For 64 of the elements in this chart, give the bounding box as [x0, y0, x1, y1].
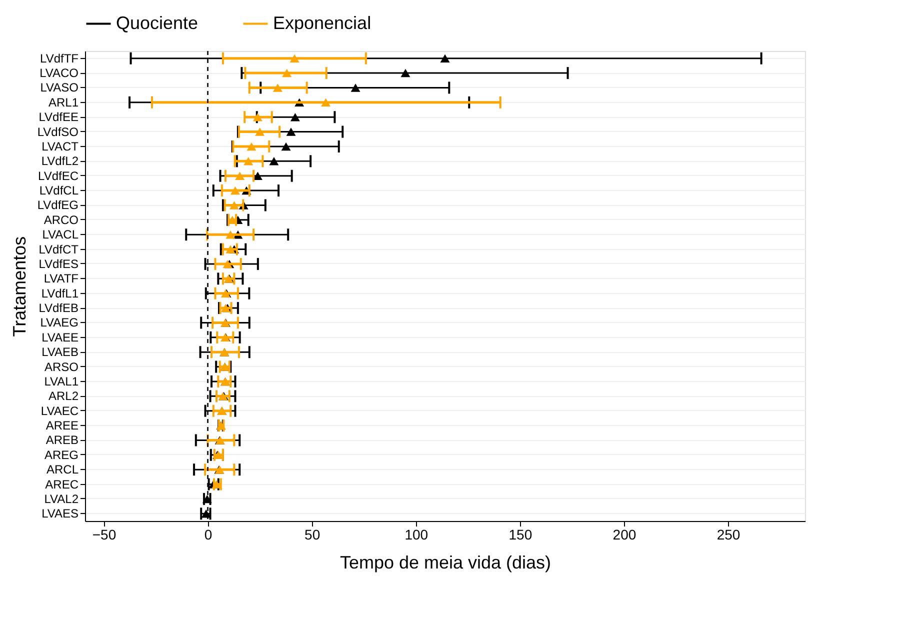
point	[350, 84, 360, 92]
point	[272, 84, 282, 92]
point	[255, 128, 265, 136]
y-tick-label: LVdfSO	[37, 124, 78, 139]
x-tick-label: −50	[92, 526, 116, 542]
y-tick-label: LVdfCT	[38, 242, 80, 256]
point	[290, 54, 300, 62]
point	[226, 245, 236, 254]
y-tick-label: LVdfTF	[40, 51, 78, 66]
y-tick-label: ARL2	[48, 389, 79, 404]
point	[244, 157, 254, 166]
y-tick-label: LVAL1	[44, 374, 79, 388]
y-tick-label: AREG	[44, 448, 78, 462]
y-tick-label: LVASO	[40, 80, 78, 95]
x-tick-label: 0	[204, 526, 212, 542]
y-tick-label: LVdfEC	[38, 168, 79, 183]
y-tick-label: AREE	[46, 418, 78, 433]
x-tick-label: 200	[612, 526, 636, 542]
y-tick-label: LVdfL2	[41, 154, 79, 168]
y-tick-label: AREB	[46, 433, 78, 448]
point	[440, 54, 450, 62]
y-tick-label: LVAEB	[42, 345, 78, 360]
y-tick-label: LVAEE	[42, 330, 78, 344]
point	[286, 128, 296, 136]
y-tick-label: LVdfEE	[38, 110, 78, 124]
x-axis-title: Tempo de meia vida (dias)	[340, 552, 552, 572]
point	[281, 142, 291, 151]
point	[282, 68, 292, 78]
point	[321, 98, 331, 107]
point	[246, 142, 256, 151]
x-tick-label: 50	[304, 526, 320, 542]
x-tick-label: 150	[508, 526, 532, 542]
y-tick-label: LVdfCL	[39, 184, 79, 198]
point	[269, 157, 279, 166]
y-tick-label: ARCL	[46, 462, 79, 477]
y-tick-label: AREC	[45, 477, 79, 492]
point	[290, 112, 300, 122]
point	[230, 186, 240, 195]
y-axis-title: Tratamentos	[9, 236, 30, 337]
y-tick-label: LVACO	[40, 66, 78, 80]
y-tick-label: LVdfEG	[37, 198, 78, 212]
y-tick-label: LVdfL1	[41, 286, 79, 300]
y-tick-label: ARL1	[48, 95, 79, 110]
y-tick-label: ARCO	[44, 212, 78, 227]
point	[212, 480, 222, 488]
x-tick-label: 100	[404, 526, 428, 542]
y-tick-label: LVATF	[44, 272, 78, 286]
y-tick-label: LVdfES	[38, 256, 78, 271]
y-tick-label: LVACT	[42, 139, 80, 154]
y-tick-label: LVAES	[42, 506, 78, 521]
y-tick-label: LVACL	[42, 228, 79, 242]
point	[400, 68, 410, 78]
y-tick-label: LVAEG	[40, 316, 78, 330]
point	[235, 172, 245, 180]
y-tick-label: LVAL2	[44, 492, 79, 506]
point	[229, 201, 239, 210]
legend-label: Exponencial	[273, 12, 372, 33]
y-tick-label: LVdfEB	[38, 301, 78, 316]
point	[226, 230, 236, 239]
legend-label: Quociente	[116, 12, 198, 33]
y-tick-label: ARSO	[44, 360, 78, 374]
point	[252, 112, 262, 122]
y-tick-label: LVAEC	[40, 404, 79, 418]
x-tick-label: 250	[716, 526, 740, 542]
